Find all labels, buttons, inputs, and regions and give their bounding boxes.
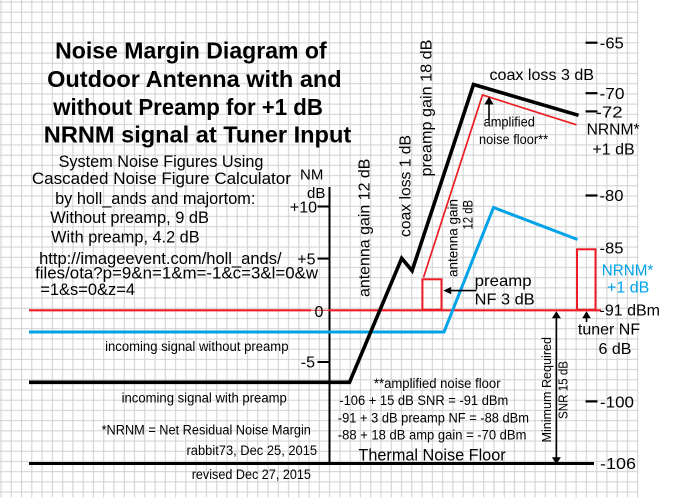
svg-text:revised Dec 27, 2015: revised Dec 27, 2015 <box>192 467 311 482</box>
svg-text:-88 + 18 dB amp gain = -70 dBm: -88 + 18 dB amp gain = -70 dBm <box>338 427 527 442</box>
svg-text:-91 dBm: -91 dBm <box>600 303 660 320</box>
svg-text:amplified: amplified <box>484 114 535 130</box>
svg-text:NRNM signal at Tuner Input: NRNM signal at Tuner Input <box>44 121 352 147</box>
svg-text:=1&s=0&z=4: =1&s=0&z=4 <box>40 281 135 299</box>
svg-text:NF 3 dB: NF 3 dB <box>475 291 535 308</box>
svg-text:-85: -85 <box>600 240 624 257</box>
svg-text:dB: dB <box>307 185 325 202</box>
svg-text:incoming signal with preamp: incoming signal with preamp <box>122 390 287 405</box>
svg-text:*NRNM = Net Residual Noise Mar: *NRNM = Net Residual Noise Margin <box>102 422 311 437</box>
svg-text:-100: -100 <box>600 395 634 412</box>
svg-text:+5: +5 <box>297 251 315 268</box>
svg-text:+1 dB: +1 dB <box>607 280 649 297</box>
svg-text:-72: -72 <box>596 105 623 122</box>
svg-text:0: 0 <box>314 304 323 321</box>
svg-text:tuner NF: tuner NF <box>578 321 640 338</box>
svg-text:coax loss 3 dB: coax loss 3 dB <box>490 67 595 84</box>
svg-text:**amplified noise floor: **amplified noise floor <box>374 376 501 391</box>
svg-text:-80: -80 <box>600 188 624 205</box>
svg-text:Thermal Noise Floor: Thermal Noise Floor <box>358 445 506 464</box>
svg-text:System Noise Figures Using: System Noise Figures Using <box>59 153 264 171</box>
svg-text:NRNM*: NRNM* <box>587 122 640 139</box>
svg-text:antenna gain 12 dB: antenna gain 12 dB <box>357 159 374 297</box>
svg-text:antenna gain: antenna gain <box>445 199 461 277</box>
svg-text:6 dB: 6 dB <box>599 341 632 358</box>
svg-text:-5: -5 <box>301 354 315 371</box>
svg-text:-91 + 3 dB preamp NF = -88 dBm: -91 + 3 dB preamp NF = -88 dBm <box>338 410 529 425</box>
svg-text:by holl_ands and majortom:: by holl_ands and majortom: <box>55 190 255 208</box>
svg-text:-70: -70 <box>600 86 625 103</box>
svg-text:+1 dB: +1 dB <box>592 141 634 158</box>
svg-text:-65: -65 <box>600 36 624 53</box>
svg-text:http://imageevent.com/holl_and: http://imageevent.com/holl_ands/ <box>39 250 282 268</box>
svg-text:coax loss 1 dB: coax loss 1 dB <box>398 135 415 237</box>
svg-text:12 dB: 12 dB <box>460 200 476 230</box>
svg-text:rabbit73, Dec 25, 2015: rabbit73, Dec 25, 2015 <box>187 443 318 458</box>
svg-text:noise floor**: noise floor** <box>479 131 549 147</box>
svg-text:preamp gain 18 dB: preamp gain 18 dB <box>419 40 436 177</box>
svg-text:Cascaded Noise Figure Calculat: Cascaded Noise Figure Calculator <box>32 170 292 188</box>
svg-text:SNR 15 dB: SNR 15 dB <box>557 361 571 419</box>
svg-text:With preamp, 4.2 dB: With preamp, 4.2 dB <box>51 229 200 247</box>
svg-text:+10: +10 <box>290 200 317 217</box>
svg-text:incoming signal without preamp: incoming signal without preamp <box>105 339 288 354</box>
svg-text:without Preamp for +1 dB: without Preamp for +1 dB <box>52 94 323 120</box>
svg-text:NM: NM <box>300 167 323 184</box>
svg-text:Without preamp, 9 dB: Without preamp, 9 dB <box>50 209 209 227</box>
svg-text:Minimum Required: Minimum Required <box>540 337 554 443</box>
svg-text:files/ota?p=9&n=1&m=-1&c=3&l=0: files/ota?p=9&n=1&m=-1&c=3&l=0&w <box>35 264 318 282</box>
svg-text:-106: -106 <box>600 456 636 473</box>
svg-text:Noise Margin Diagram of: Noise Margin Diagram of <box>55 38 327 64</box>
svg-text:NRNM*: NRNM* <box>602 262 654 279</box>
svg-text:preamp: preamp <box>475 273 532 290</box>
svg-text:-106 + 15 dB SNR = -91 dBm: -106 + 15 dB SNR = -91 dBm <box>339 393 508 408</box>
svg-text:Outdoor Antenna with and: Outdoor Antenna with and <box>47 66 342 92</box>
